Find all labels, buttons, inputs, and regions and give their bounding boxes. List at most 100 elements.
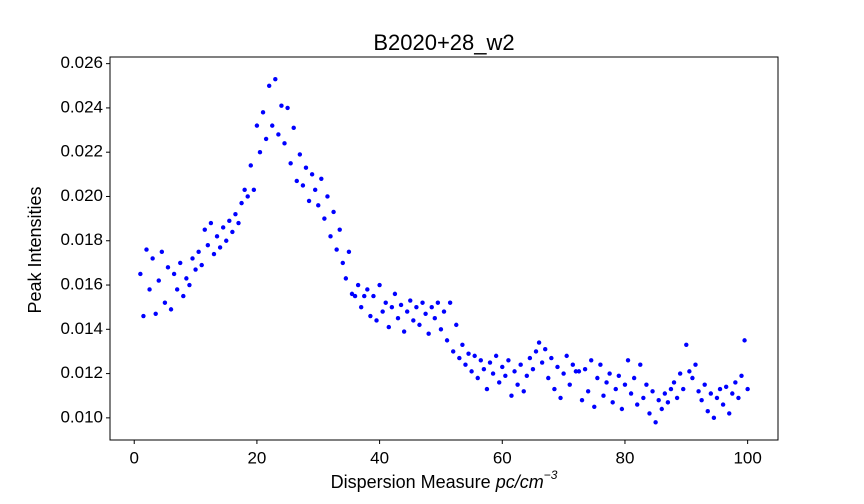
data-point: [404, 309, 410, 314]
data-point: [487, 360, 493, 365]
data-point: [579, 397, 585, 403]
data-point: [319, 176, 324, 181]
data-point: [239, 200, 244, 206]
data-point: [316, 203, 321, 208]
data-point: [635, 402, 640, 407]
data-point: [312, 187, 318, 193]
data-point: [224, 238, 229, 243]
data-point: [552, 386, 557, 392]
data-point: [687, 369, 692, 374]
data-point: [174, 287, 180, 292]
data-point: [720, 402, 726, 407]
data-point: [506, 358, 511, 363]
data-point: [625, 358, 631, 363]
data-point: [638, 362, 643, 367]
data-point: [257, 149, 263, 155]
data-point: [374, 318, 379, 323]
data-point: [340, 260, 345, 266]
data-point: [739, 373, 744, 378]
data-point: [521, 389, 526, 394]
x-tick-label: 0: [129, 448, 138, 467]
data-point: [242, 187, 247, 193]
data-point: [165, 265, 171, 270]
x-axis-title: Dispersion Measure pc/cm−3: [331, 468, 558, 492]
data-point: [555, 364, 560, 370]
data-point: [512, 369, 517, 374]
data-point: [346, 249, 352, 255]
data-point: [727, 411, 732, 416]
data-point: [444, 338, 450, 343]
data-point: [279, 103, 284, 108]
data-point: [493, 353, 499, 359]
data-point: [613, 386, 618, 392]
data-point: [674, 395, 680, 401]
data-point: [429, 304, 434, 310]
data-point: [714, 395, 720, 401]
data-point: [705, 409, 710, 414]
data-point: [576, 369, 582, 374]
data-point: [589, 358, 594, 363]
data-point: [230, 229, 235, 235]
data-point: [162, 300, 168, 305]
data-point: [585, 389, 591, 394]
y-tick-label: 0.016: [60, 275, 103, 294]
data-point: [297, 152, 303, 157]
data-point: [334, 247, 339, 252]
data-point: [561, 371, 566, 376]
data-point: [622, 382, 628, 387]
data-point: [733, 380, 738, 385]
data-point: [595, 375, 600, 381]
data-point: [481, 366, 487, 372]
data-point: [469, 369, 474, 374]
data-point: [500, 364, 505, 370]
data-point: [325, 194, 330, 199]
data-point: [684, 342, 689, 348]
data-point: [539, 360, 545, 365]
data-point: [497, 380, 502, 385]
data-point: [628, 391, 634, 396]
data-point: [631, 375, 637, 381]
data-point: [208, 220, 214, 226]
chart-title: B2020+28_w2: [373, 30, 514, 55]
data-point: [227, 218, 232, 224]
data-point: [245, 194, 250, 199]
y-axis-title: Peak Intensities: [25, 186, 45, 313]
data-point: [273, 76, 278, 82]
data-point: [368, 313, 373, 319]
data-point: [451, 349, 456, 354]
data-point: [266, 83, 272, 88]
data-point: [527, 355, 533, 361]
data-point: [202, 227, 207, 232]
data-point: [460, 342, 465, 348]
data-point: [217, 245, 223, 250]
data-point: [365, 287, 370, 292]
data-point: [343, 276, 349, 281]
x-tick-label: 40: [370, 448, 389, 467]
data-point: [490, 371, 496, 376]
data-point: [432, 316, 437, 321]
data-point: [702, 382, 707, 387]
data-point: [168, 307, 174, 312]
data-point: [647, 411, 652, 416]
data-point: [598, 362, 603, 367]
data-point: [457, 355, 462, 361]
data-point: [190, 256, 195, 261]
data-point: [331, 209, 336, 215]
data-point: [147, 287, 152, 292]
data-point: [260, 110, 266, 115]
data-point: [156, 278, 161, 283]
data-point: [395, 316, 401, 321]
data-point: [383, 300, 388, 305]
data-point: [355, 282, 361, 288]
y-tick-label: 0.026: [60, 53, 103, 72]
data-point: [730, 391, 735, 396]
x-tick-label: 20: [247, 448, 266, 467]
data-point: [144, 247, 149, 252]
plot-area: [109, 56, 779, 441]
data-point: [371, 293, 376, 299]
data-point: [607, 371, 612, 376]
data-point: [543, 347, 548, 352]
data-point: [650, 389, 655, 394]
data-point: [641, 395, 646, 401]
